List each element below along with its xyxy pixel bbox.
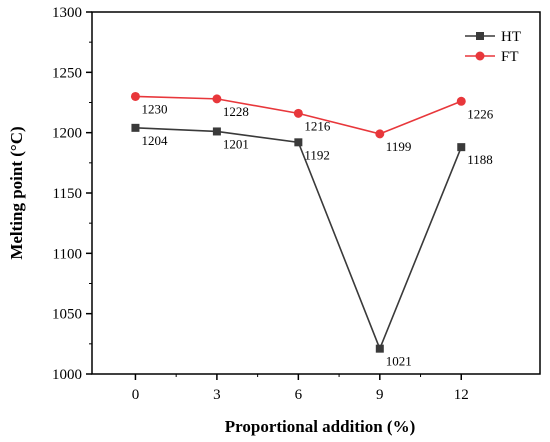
data-label-ft: 1228 — [223, 104, 249, 119]
y-tick-label: 1100 — [53, 246, 82, 262]
data-label-ht: 1188 — [467, 152, 493, 167]
x-tick-label: 6 — [295, 387, 303, 403]
x-tick-label: 0 — [132, 387, 140, 403]
tick-layer: 1000 1050 1100 1150 1200 1250 1300 0 3 6 9 12 — [52, 5, 469, 403]
y-axis-title: Melting point (°C) — [7, 126, 26, 259]
data-label-ht: 1201 — [223, 136, 249, 151]
data-label-ft: 1199 — [386, 139, 412, 154]
data-point-ht — [131, 123, 140, 132]
data-label-ht: 1021 — [386, 354, 412, 369]
data-label-ft: 1230 — [141, 101, 167, 116]
data-label-ft: 1216 — [304, 118, 331, 133]
y-tick-label: 1000 — [52, 367, 82, 383]
data-point-ft — [456, 96, 466, 106]
data-label-layer: 1204 1201 1192 1021 1188 1230 1228 1216 1199 1226 — [141, 101, 493, 368]
data-point-ht — [294, 138, 303, 147]
x-tick-label: 3 — [213, 387, 221, 403]
data-point-ft — [130, 91, 140, 101]
legend-label-ft: FT — [501, 49, 519, 65]
data-label-ht: 1204 — [141, 133, 168, 148]
data-point-ht — [457, 143, 466, 152]
y-tick-label: 1250 — [52, 65, 82, 81]
legend: HT FT — [465, 29, 521, 65]
y-tick-label: 1200 — [52, 126, 82, 142]
legend-marker-ht — [476, 32, 484, 40]
data-point-ht — [375, 344, 384, 353]
legend-label-ht: HT — [501, 29, 521, 45]
x-tick-label: 9 — [376, 387, 384, 403]
legend-marker-ft — [475, 51, 485, 61]
data-point-ft — [293, 108, 303, 118]
series-layer — [130, 91, 466, 353]
data-label-ht: 1192 — [304, 147, 330, 162]
y-tick-label: 1050 — [52, 307, 82, 323]
data-label-ft: 1226 — [467, 106, 494, 121]
data-point-ht — [212, 127, 221, 136]
y-tick-label: 1300 — [52, 5, 82, 21]
x-axis-title: Proportional addition (%) — [225, 417, 415, 436]
y-tick-label: 1150 — [53, 186, 82, 202]
x-tick-label: 12 — [454, 387, 469, 403]
data-point-ft — [375, 129, 385, 139]
data-point-ft — [212, 94, 222, 104]
